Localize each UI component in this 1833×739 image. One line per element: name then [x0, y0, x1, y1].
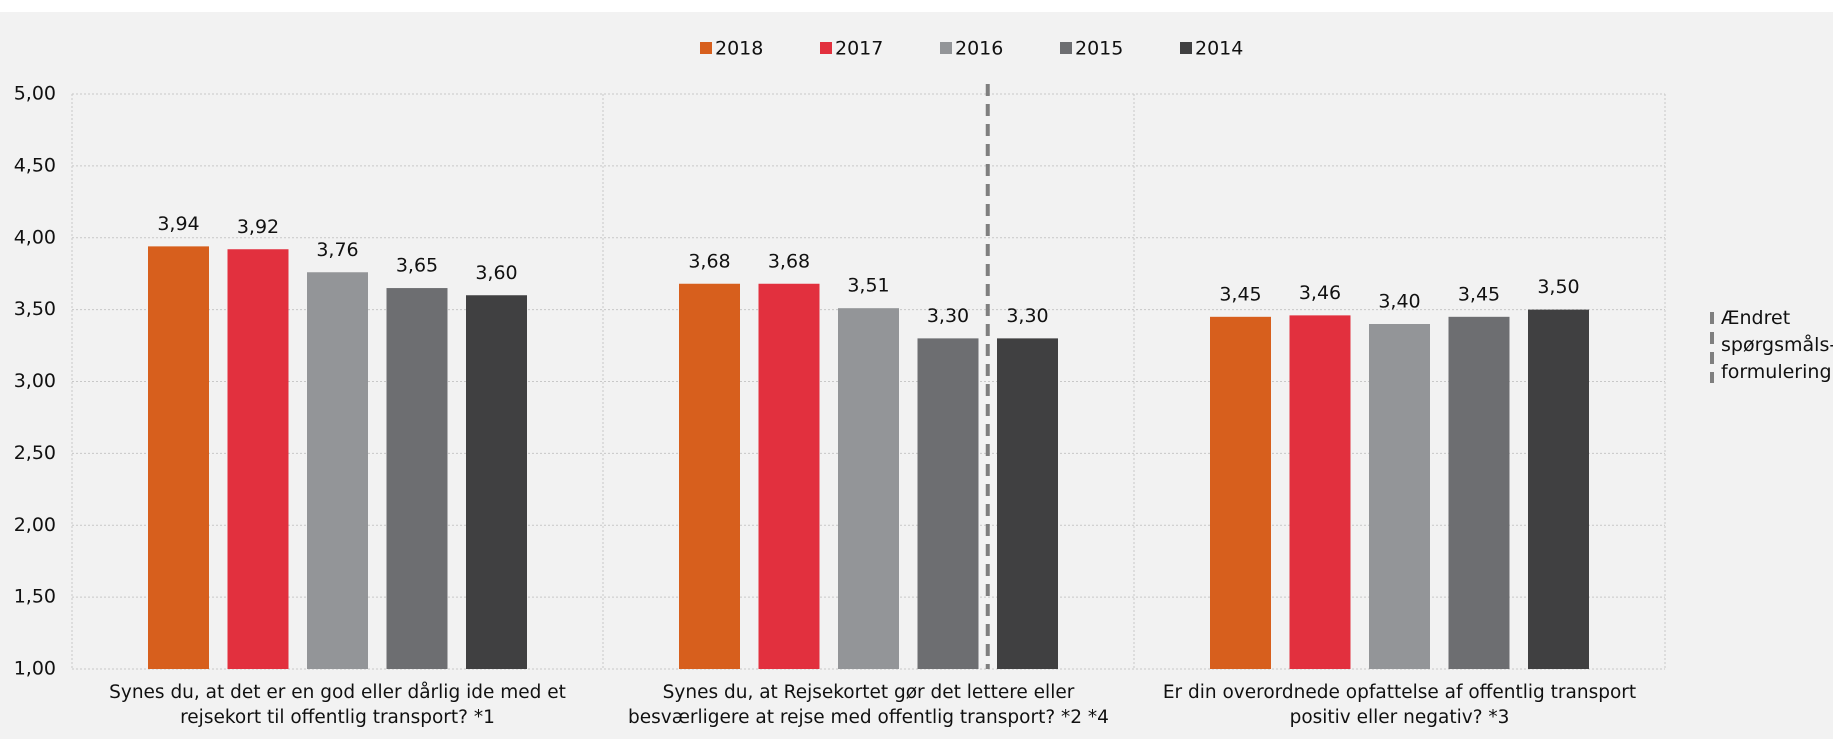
x-tick-label: Synes du, at det er en god eller dårlig …	[109, 682, 566, 728]
bar	[1210, 316, 1271, 669]
value-label: 3,92	[237, 216, 279, 238]
legend-label: 2015	[1075, 38, 1123, 60]
annotation: Ændret spørgsmåls- formulering	[1721, 307, 1833, 383]
chart-background	[0, 12, 1833, 739]
legend-label: 2018	[715, 38, 763, 60]
bar	[1289, 315, 1351, 669]
y-tick-label: 1,00	[14, 658, 56, 680]
bar	[307, 272, 368, 669]
bar	[758, 283, 820, 669]
x-tick-label: Er din overordnede opfattelse af offentl…	[1162, 682, 1637, 728]
value-label: 3,30	[927, 305, 969, 327]
legend-swatch	[820, 42, 832, 54]
value-label: 3,76	[316, 239, 358, 261]
y-tick-label: 1,50	[14, 586, 56, 608]
bar	[679, 283, 740, 669]
bar	[1528, 309, 1589, 669]
y-tick-label: 2,00	[14, 514, 56, 536]
legend-label: 2016	[955, 38, 1003, 60]
bar	[838, 308, 899, 669]
value-label: 3,30	[1006, 305, 1048, 327]
value-label: 3,51	[847, 275, 889, 297]
y-tick-label: 5,00	[14, 83, 56, 105]
legend-swatch	[700, 42, 712, 54]
legend-label: 2014	[1195, 38, 1243, 60]
x-tick-label: Synes du, at Rejsekortet gør det lettere…	[628, 682, 1109, 728]
legend-swatch	[940, 42, 952, 54]
bar	[997, 338, 1058, 669]
y-tick-label: 3,50	[14, 298, 56, 320]
value-label: 3,68	[768, 250, 810, 272]
y-tick-label: 4,50	[14, 154, 56, 176]
value-label: 3,45	[1219, 283, 1261, 305]
bar	[148, 246, 209, 669]
bar	[917, 338, 979, 669]
y-tick-label: 3,00	[14, 370, 56, 392]
legend-label: 2017	[835, 38, 883, 60]
value-label: 3,50	[1537, 276, 1579, 298]
value-label: 3,40	[1378, 291, 1420, 313]
bar	[1369, 324, 1430, 669]
value-label: 3,60	[475, 262, 517, 284]
legend-swatch	[1060, 42, 1072, 54]
bar	[1448, 316, 1510, 669]
y-tick-label: 2,50	[14, 442, 56, 464]
bar	[227, 249, 289, 669]
y-tick-label: 4,00	[14, 226, 56, 248]
value-label: 3,45	[1458, 283, 1500, 305]
value-label: 3,94	[157, 213, 199, 235]
legend-swatch	[1180, 42, 1192, 54]
value-label: 3,65	[396, 255, 438, 277]
value-label: 3,46	[1299, 282, 1341, 304]
bar	[466, 295, 527, 669]
value-label: 3,68	[688, 250, 730, 272]
bar	[386, 288, 448, 669]
